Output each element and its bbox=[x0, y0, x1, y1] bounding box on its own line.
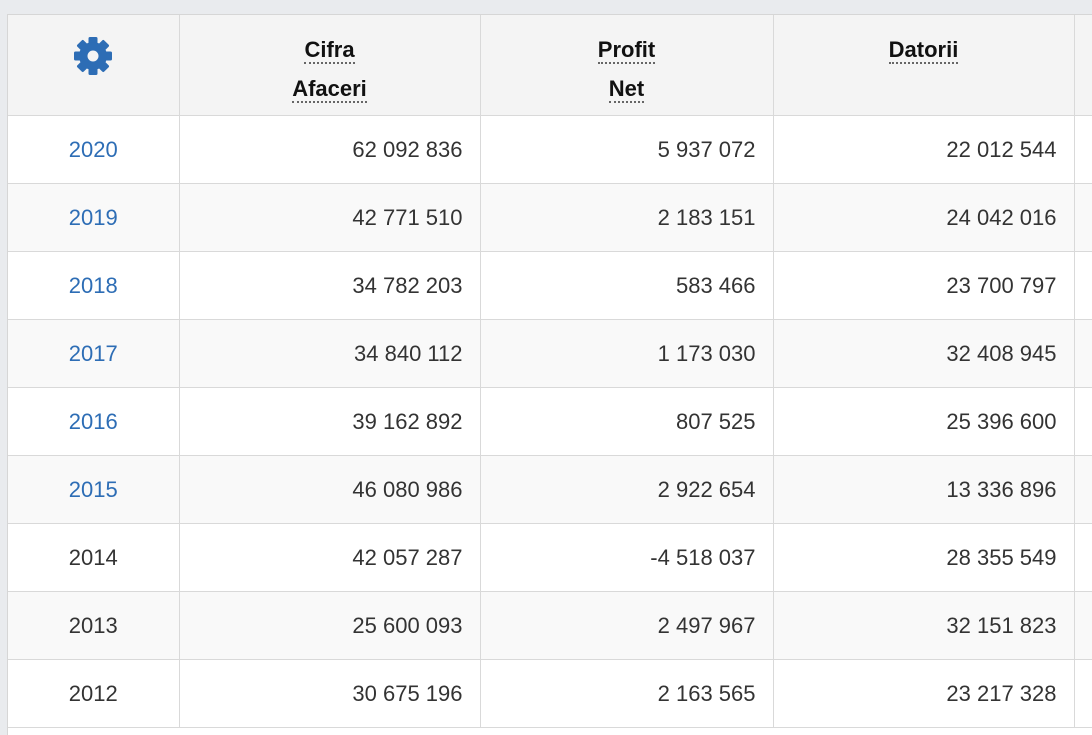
cifra-afaceri-cell: 46 080 986 bbox=[179, 455, 481, 524]
profit-net-cell: 807 525 bbox=[480, 387, 774, 456]
profit-net-cell: 2 497 967 bbox=[480, 591, 774, 660]
cifra-afaceri-cell: 42 057 287 bbox=[179, 523, 481, 592]
financial-table-container: Cifra Afaceri Profit Net Datorii bbox=[7, 14, 1092, 735]
table-row: 2018 34 782 203 583 466 23 700 797 bbox=[8, 251, 1092, 320]
table-row: 2014 42 057 287 -4 518 037 28 355 549 bbox=[8, 523, 1092, 592]
table-row: 2013 25 600 093 2 497 967 32 151 823 bbox=[8, 591, 1092, 660]
year-cell: 2014 bbox=[8, 523, 180, 592]
header-cifra-afaceri[interactable]: Cifra Afaceri bbox=[179, 15, 481, 116]
next-column-cell-partial bbox=[1074, 455, 1092, 524]
cifra-afaceri-cell: 62 092 836 bbox=[179, 115, 481, 184]
datorii-cell: 25 396 600 bbox=[773, 387, 1075, 456]
next-column-cell-partial bbox=[1074, 659, 1092, 728]
next-column-cell-partial bbox=[1074, 523, 1092, 592]
year-cell: 2013 bbox=[8, 591, 180, 660]
profit-net-cell: 5 937 072 bbox=[480, 115, 774, 184]
header-label-line: Datorii bbox=[888, 37, 959, 64]
cifra-afaceri-cell: 39 162 892 bbox=[179, 387, 481, 456]
profit-net-cell: 1 173 030 bbox=[480, 319, 774, 388]
datorii-cell: 22 012 544 bbox=[773, 115, 1075, 184]
datorii-cell: 32 408 945 bbox=[773, 319, 1075, 388]
table-row: 2017 34 840 112 1 173 030 32 408 945 bbox=[8, 319, 1092, 388]
next-column-cell-partial bbox=[1074, 115, 1092, 184]
datorii-cell: 24 042 016 bbox=[773, 183, 1075, 252]
table-row: 2016 39 162 892 807 525 25 396 600 bbox=[8, 387, 1092, 456]
profit-net-cell: 583 466 bbox=[480, 251, 774, 320]
cifra-afaceri-cell: 30 675 196 bbox=[179, 659, 481, 728]
next-column-cell-partial bbox=[1074, 387, 1092, 456]
financial-data-table: Cifra Afaceri Profit Net Datorii bbox=[8, 15, 1092, 728]
header-next-column-partial bbox=[1074, 15, 1092, 116]
datorii-cell: 32 151 823 bbox=[773, 591, 1075, 660]
next-column-cell-partial bbox=[1074, 251, 1092, 320]
table-row: 2012 30 675 196 2 163 565 23 217 328 bbox=[8, 659, 1092, 728]
cifra-afaceri-cell: 42 771 510 bbox=[179, 183, 481, 252]
header-datorii[interactable]: Datorii bbox=[773, 15, 1075, 116]
next-column-cell-partial bbox=[1074, 183, 1092, 252]
table-header-row: Cifra Afaceri Profit Net Datorii bbox=[8, 15, 1092, 116]
header-label-line: Profit bbox=[597, 37, 656, 64]
table-row: 2019 42 771 510 2 183 151 24 042 016 bbox=[8, 183, 1092, 252]
datorii-cell: 23 217 328 bbox=[773, 659, 1075, 728]
cifra-afaceri-cell: 34 840 112 bbox=[179, 319, 481, 388]
year-link[interactable]: 2015 bbox=[8, 455, 180, 524]
profit-net-cell: 2 922 654 bbox=[480, 455, 774, 524]
year-link[interactable]: 2020 bbox=[8, 115, 180, 184]
datorii-cell: 28 355 549 bbox=[773, 523, 1075, 592]
table-row: 2015 46 080 986 2 922 654 13 336 896 bbox=[8, 455, 1092, 524]
settings-header-cell bbox=[8, 15, 180, 116]
next-column-cell-partial bbox=[1074, 319, 1092, 388]
next-column-cell-partial bbox=[1074, 591, 1092, 660]
datorii-cell: 13 336 896 bbox=[773, 455, 1075, 524]
header-label-line: Net bbox=[608, 76, 645, 103]
header-label-line: Cifra bbox=[304, 37, 355, 64]
header-label-line: Afaceri bbox=[292, 76, 367, 103]
year-link[interactable]: 2019 bbox=[8, 183, 180, 252]
cifra-afaceri-cell: 34 782 203 bbox=[179, 251, 481, 320]
profit-net-cell: 2 183 151 bbox=[480, 183, 774, 252]
year-cell: 2012 bbox=[8, 659, 180, 728]
year-link[interactable]: 2016 bbox=[8, 387, 180, 456]
gear-icon[interactable] bbox=[71, 34, 115, 78]
year-link[interactable]: 2017 bbox=[8, 319, 180, 388]
profit-net-cell: 2 163 565 bbox=[480, 659, 774, 728]
year-link[interactable]: 2018 bbox=[8, 251, 180, 320]
header-profit-net[interactable]: Profit Net bbox=[480, 15, 774, 116]
cifra-afaceri-cell: 25 600 093 bbox=[179, 591, 481, 660]
table-row: 2020 62 092 836 5 937 072 22 012 544 bbox=[8, 115, 1092, 184]
datorii-cell: 23 700 797 bbox=[773, 251, 1075, 320]
profit-net-cell: -4 518 037 bbox=[480, 523, 774, 592]
